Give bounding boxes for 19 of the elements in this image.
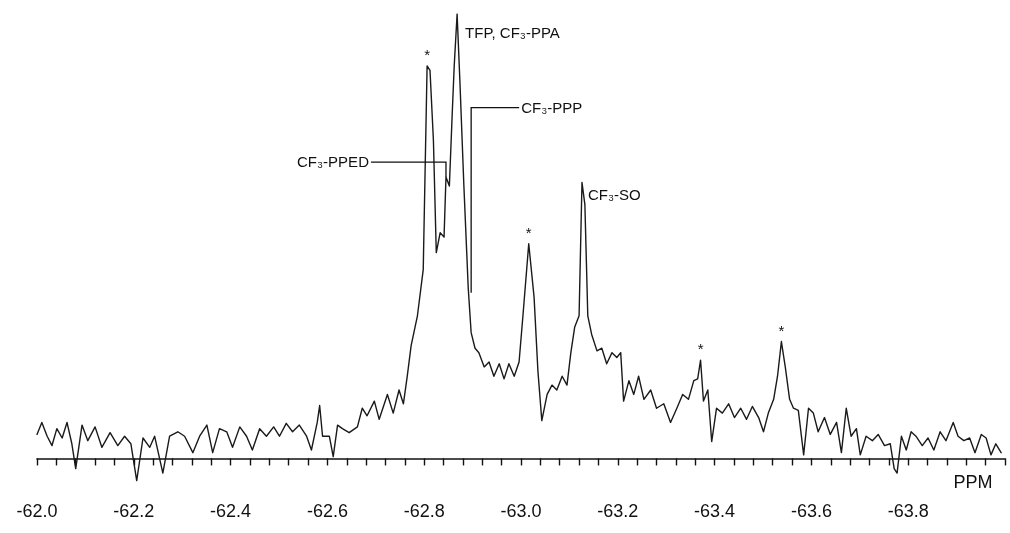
annotation: CF₃-SO: [587, 186, 641, 204]
annotation: *: [424, 46, 431, 63]
x-tick-label: -62.8: [403, 501, 445, 521]
x-tick-label: -63.8: [887, 501, 929, 521]
annotation: CF₃-PPED: [297, 153, 370, 171]
annotation: *: [778, 321, 785, 339]
x-tick-label: -62.4: [210, 501, 252, 521]
x-tick-label: -63.6: [790, 501, 832, 521]
x-tick-label: -62.6: [306, 501, 348, 521]
annotation: TFP, CF₃-PPA: [465, 24, 560, 41]
x-tick-label: -63.2: [597, 501, 639, 521]
x-tick-label: -62.2: [113, 501, 155, 521]
x-axis-title: PPM: [953, 472, 993, 493]
x-tick-label: -62.0: [16, 501, 58, 521]
annotation: CF₃-PPP: [521, 98, 583, 116]
x-tick-label: -63.4: [694, 501, 736, 521]
x-tick-label: -63.0: [500, 501, 542, 521]
annotation: *: [525, 223, 532, 241]
annotation: *: [697, 340, 704, 358]
